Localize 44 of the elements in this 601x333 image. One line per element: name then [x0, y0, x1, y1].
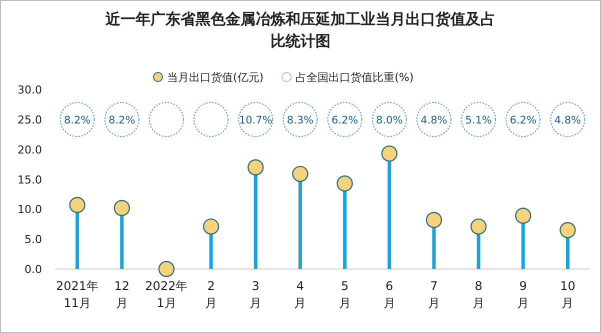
y-tick-label: 5.0: [24, 233, 42, 246]
point: [470, 218, 487, 235]
x-tick-label: 3月: [250, 279, 262, 310]
y-tick-label: 30.0: [18, 84, 42, 97]
annotation: 5.1%: [465, 114, 492, 126]
y-tick-label: 0.0: [24, 263, 42, 276]
annotation: 10.7%: [238, 114, 272, 126]
x-tick-label: 4月: [294, 279, 306, 310]
point: [336, 175, 353, 192]
x-tick-label: 8月: [472, 279, 485, 310]
point: [69, 196, 86, 214]
point: [426, 212, 442, 228]
x-tick-label: 10月: [560, 279, 576, 310]
x-tick-label: 9月: [517, 279, 530, 310]
y-tick-label: 15.0: [18, 173, 42, 186]
annotation: 6.2%: [510, 114, 536, 126]
annotation: 8.3%: [286, 114, 314, 126]
point: [292, 166, 308, 182]
annotation: 6.2%: [331, 114, 358, 126]
x-tick-label: 2月: [205, 279, 218, 310]
annotation: 8.2%: [108, 114, 136, 126]
point: [114, 200, 130, 216]
x-tick-label: 2022年1月: [145, 279, 188, 310]
x-tick-label: 12月: [114, 279, 130, 310]
x-tick-label: 5月: [338, 279, 351, 310]
x-tick-label: 2021年11月: [56, 279, 99, 310]
point: [515, 208, 532, 224]
x-tick-label: 7月: [428, 279, 440, 310]
point: [158, 260, 175, 278]
point: [248, 159, 264, 176]
legend-label: 当月出口货值(亿元): [167, 71, 264, 84]
point: [560, 222, 576, 238]
annotation: 8.2%: [64, 114, 91, 126]
annotation: 8.0%: [376, 114, 403, 126]
text: 占全国出口货值比重(%): [296, 71, 414, 84]
annotation: 4.8%: [554, 114, 582, 126]
x-tick-label: 6月: [383, 279, 396, 310]
chart-title: 近一年广东省黑色金属冶炼和压延加工业当月出口货值及占比统计图: [104, 10, 496, 50]
y-tick-label: 10.0: [18, 203, 42, 216]
y-tick-label: 25.0: [18, 114, 42, 126]
annotation: 4.8%: [420, 114, 448, 126]
point: [381, 145, 398, 162]
y-tick-label: 20.0: [18, 143, 42, 156]
point: [202, 218, 220, 235]
